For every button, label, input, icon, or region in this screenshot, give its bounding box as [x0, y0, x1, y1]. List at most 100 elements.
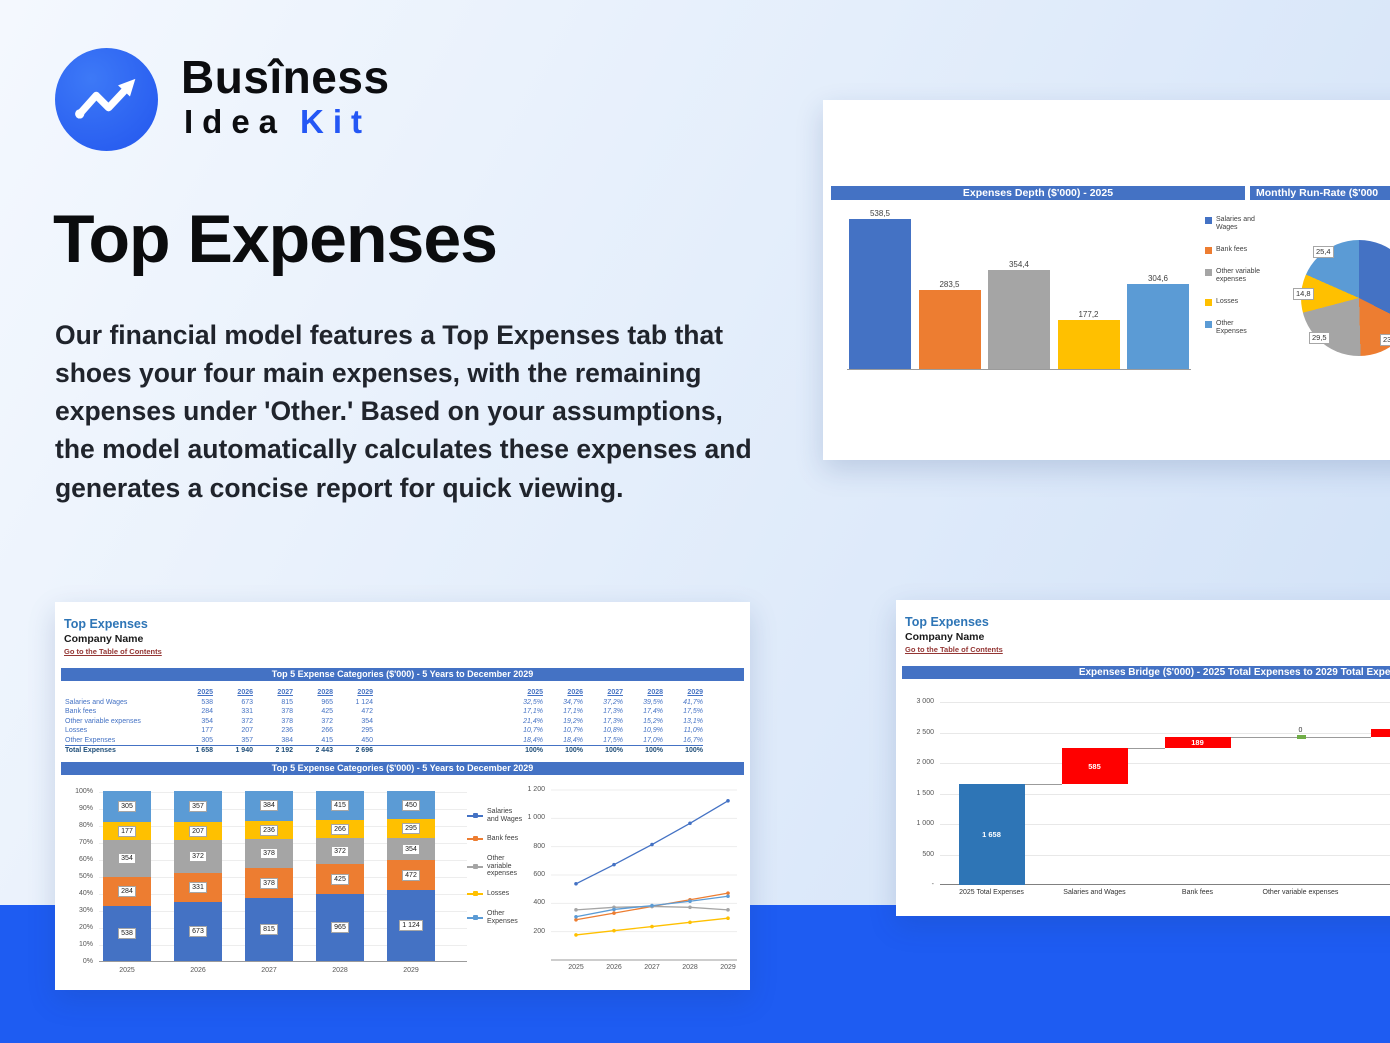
data-point-marker — [726, 798, 730, 803]
cell-value: 378 — [281, 717, 293, 725]
cell-value: 354 — [361, 717, 373, 725]
company-name: Company Name — [905, 631, 985, 643]
segment-value-label: 266 — [331, 823, 349, 835]
stacked-segment: 415 — [316, 791, 364, 820]
table-gap — [373, 707, 503, 717]
cell-percent: 10,7% — [523, 727, 543, 734]
legend-label: Other Expenses — [487, 909, 518, 925]
zero-change-connector — [1267, 734, 1334, 739]
table-of-contents-link[interactable]: Go to the Table of Contents — [64, 647, 162, 656]
data-point-marker — [650, 842, 654, 847]
gridline — [940, 702, 1390, 703]
segment-value-label: 415 — [331, 799, 349, 811]
runrate-chart-header: Monthly Run-Rate ($'000 — [1250, 186, 1390, 200]
table-gap — [373, 726, 503, 736]
bridge-chart-banner: Expenses Bridge ($'000) - 2025 Total Exp… — [902, 666, 1390, 679]
row-label: Losses — [65, 727, 88, 734]
legend-label: Other Expenses — [1216, 320, 1247, 336]
pie-data-label: 25,4 — [1313, 246, 1334, 258]
stacked-segment: 331 — [174, 873, 222, 903]
legend-item: Losses — [1205, 298, 1267, 307]
cell-value: 354 — [201, 717, 213, 725]
table-of-contents-link[interactable]: Go to the Table of Contents — [905, 645, 1003, 654]
segment-value-label: 236 — [260, 824, 278, 836]
segment-value-label: 450 — [402, 799, 420, 811]
data-point-marker — [612, 911, 616, 915]
cell-value: 415 — [321, 736, 333, 744]
legend-swatch — [1205, 247, 1212, 255]
depth-bar-chart: 538,5 283,5 354,4 177,2 304,6 — [847, 206, 1191, 370]
stacked-segment: 354 — [387, 838, 435, 861]
x-axis-label: Bank fees — [1181, 889, 1214, 896]
cell-value: 538 — [201, 698, 213, 706]
bar — [988, 270, 1050, 369]
stacked-segment: 450 — [387, 791, 435, 820]
expenses-bridge-screenshot: Top Expenses Company Name Go to the Tabl… — [896, 600, 1390, 916]
y-axis-tick-label: - — [931, 881, 934, 888]
legend-item: Salaries and Wages — [467, 808, 525, 823]
stacked-segment: 472 — [387, 860, 435, 891]
stacked-segment: 295 — [387, 819, 435, 839]
legend-line-swatch — [467, 836, 483, 842]
row-label: Other Expenses — [65, 736, 116, 744]
x-axis-label: 2028 — [332, 967, 348, 974]
stacked-bar-column: 357 207 372 331 673 2026 — [174, 791, 222, 974]
bar-value-label: 354,4 — [1008, 260, 1030, 269]
y-axis-tick-label: 400 — [533, 899, 545, 907]
bar — [1127, 284, 1189, 369]
line-chart: 1 200 1 000 800 600 400 200 2025 2026 2027 2028 20… — [517, 784, 749, 986]
stacked-bar-plot: 305 177 354 284 538 2025 357 207 372 331 673 2026 38… — [99, 791, 467, 974]
stacked-segment: 384 — [245, 791, 293, 821]
series-legend: Salaries and Wages Bank fees Other variabl… — [467, 808, 525, 937]
trend-arrow-icon — [75, 78, 136, 119]
cell-percent: 10,8% — [603, 727, 623, 734]
cell-value: 305 — [201, 736, 213, 744]
legend-marker — [473, 836, 478, 842]
company-name: Company Name — [64, 633, 144, 645]
gridline — [940, 763, 1390, 764]
segment-value-label: 378 — [260, 848, 278, 860]
legend-swatch — [1205, 217, 1212, 224]
y-axis-tick-label: 200 — [533, 927, 545, 935]
stacked-bar-column: 305 177 354 284 538 2025 — [103, 791, 151, 974]
cell-percent: 10,9% — [643, 727, 663, 734]
x-axis-label: 2027 — [261, 967, 277, 974]
cell-percent: 16,7% — [683, 736, 703, 744]
total-value: 2 192 — [253, 745, 293, 755]
stacked-segment: 378 — [245, 868, 293, 898]
data-point-marker — [612, 907, 616, 912]
total-percent: 100% — [663, 745, 703, 755]
legend-item: Other Expenses — [467, 910, 525, 925]
table-gap — [373, 745, 503, 755]
segment-value-label: 815 — [260, 923, 278, 935]
segment-value-label: 284 — [118, 885, 136, 897]
top-expenses-sheet-screenshot: Top Expenses Company Name Go to the Tabl… — [55, 602, 750, 990]
legend-label: Bank fees — [487, 835, 519, 843]
year-header: 2025 — [527, 689, 543, 696]
x-axis-label: 2027 — [644, 964, 660, 971]
data-point-marker — [574, 881, 578, 886]
data-point-marker — [612, 928, 616, 933]
legend-label: Other variable expenses — [1216, 268, 1260, 284]
segment-value-label: 354 — [118, 853, 136, 865]
bar-value-label: 304,6 — [1147, 274, 1169, 283]
segment-value-label: 673 — [189, 926, 207, 938]
year-header: 2027 — [607, 689, 623, 696]
cell-value: 965 — [321, 698, 333, 706]
stacked-segment: 673 — [174, 902, 222, 961]
data-point-marker — [726, 916, 730, 921]
gridline — [940, 793, 1390, 795]
connector-line — [1333, 736, 1371, 738]
segment-value-label: 472 — [402, 869, 420, 881]
stacked-segment: 236 — [245, 820, 293, 840]
x-axis-label: 2025 Total Expenses — [959, 889, 1024, 896]
legend-swatch — [1205, 321, 1212, 329]
bar-value-label: 283,5 — [939, 280, 960, 289]
sheet-title: Top Expenses — [905, 615, 989, 629]
brand-idea: Idea — [184, 103, 287, 140]
total-percent: 100% — [543, 745, 583, 755]
depth-chart-legend: Salaries and Wages Bank fees Other variabl… — [1205, 216, 1267, 350]
cell-value: 266 — [321, 727, 333, 734]
cell-value: 284 — [201, 708, 213, 715]
depth-bar-column: 177,2 — [1057, 310, 1120, 369]
